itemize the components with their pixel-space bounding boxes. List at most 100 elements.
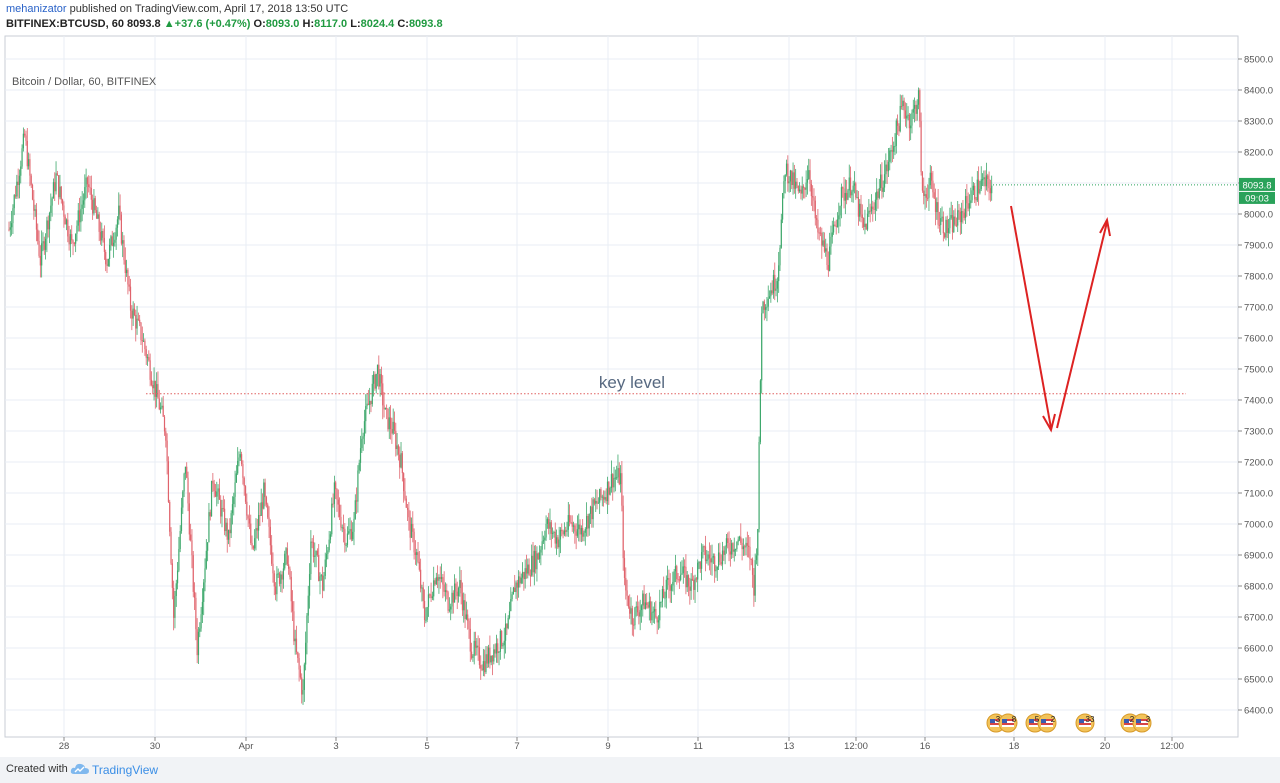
time-axis[interactable]: 28 30 Apr 3 5 7 9 11 13 12:00 16 18 20 12:00 (59, 737, 1184, 752)
candle (694, 574, 696, 604)
candle (763, 299, 765, 321)
candle (404, 478, 406, 501)
candle (870, 194, 873, 215)
candle-body (380, 374, 383, 384)
candle (597, 497, 599, 504)
candle (68, 225, 70, 251)
candle-body (677, 579, 679, 581)
candle (698, 560, 700, 570)
candle (106, 258, 108, 274)
chart-header: mehanizator published on TradingView.com… (0, 0, 1280, 34)
price-axis[interactable]: 8500.08400.08300.08200.08100.08000.07900… (993, 55, 1275, 717)
candle-body (619, 473, 622, 485)
candle (890, 144, 892, 164)
candle-body (933, 192, 935, 199)
candle-body (902, 100, 904, 107)
candle (72, 239, 74, 256)
candle (601, 494, 603, 507)
tradingview-brand-link[interactable]: TradingView (92, 763, 159, 777)
candle (153, 367, 155, 401)
candle-body (674, 566, 677, 572)
candle (518, 570, 520, 598)
candle-body (195, 597, 197, 630)
candle-body (109, 244, 111, 260)
candle (425, 607, 427, 624)
candle-body (222, 508, 224, 510)
badge-count-right: 8 (1012, 715, 1017, 724)
candle-body (737, 539, 739, 542)
candle (826, 243, 828, 270)
candle (927, 184, 929, 202)
candle-body (734, 549, 737, 551)
candle (885, 153, 887, 184)
candle (192, 551, 194, 598)
candle (861, 204, 863, 228)
candle-body (789, 170, 792, 182)
candle (667, 565, 669, 590)
candle-body (913, 104, 916, 109)
candle-body (855, 183, 857, 198)
candle-body (422, 587, 424, 601)
candle-body (50, 205, 52, 213)
candle-body (426, 607, 428, 620)
chart-area[interactable]: key level 8500.08400.08300.08200.08100.0… (0, 34, 1280, 757)
candle (839, 205, 841, 227)
candle (13, 194, 15, 216)
candle (403, 472, 405, 503)
candle-body (371, 383, 373, 405)
candle (691, 567, 694, 581)
candle-body (536, 553, 538, 570)
candle-body (940, 218, 942, 226)
candle (50, 193, 52, 222)
candle (82, 193, 85, 215)
economic-event-badge[interactable]: 33 (1075, 713, 1095, 733)
candle-body (606, 481, 609, 502)
candle (246, 493, 248, 521)
candle-body (401, 453, 403, 474)
candle (916, 99, 918, 121)
candle (510, 587, 512, 612)
candle (583, 530, 585, 542)
candle-body (963, 212, 965, 218)
candle (38, 230, 40, 258)
candle-body (834, 224, 836, 226)
candle (480, 655, 482, 680)
candle-body (761, 313, 763, 381)
candle (991, 175, 993, 201)
candle-body (947, 228, 950, 233)
candle (668, 569, 670, 599)
candle-body (514, 587, 516, 593)
candle-body (652, 611, 654, 613)
candle (823, 232, 826, 253)
author-link[interactable]: mehanizator (6, 3, 67, 15)
candle-body (729, 551, 731, 555)
candle (406, 503, 409, 522)
candle-body (881, 174, 883, 192)
candle (316, 548, 318, 557)
candle (444, 582, 447, 602)
y-tick-label: 7500.0 (1244, 365, 1273, 376)
event-badges[interactable]: 3 8 5 2 33 2 3 (986, 713, 1152, 733)
candle (61, 198, 64, 211)
candle (98, 211, 100, 242)
price-chart[interactable]: key level 8500.08400.08300.08200.08100.0… (0, 34, 1280, 757)
candle-body (263, 482, 265, 509)
candle (791, 170, 793, 190)
candle-body (823, 240, 826, 252)
candle-body (499, 630, 501, 652)
candle (169, 499, 171, 537)
candle (447, 590, 449, 614)
candle-body (972, 185, 974, 191)
candle (409, 510, 411, 551)
candle (52, 178, 55, 199)
candle-body (874, 199, 876, 210)
candle (88, 175, 90, 193)
badge-count-right: 2 (1051, 715, 1056, 724)
candle (474, 631, 477, 656)
candle (254, 529, 256, 552)
candle (314, 542, 316, 568)
candle (154, 380, 156, 409)
